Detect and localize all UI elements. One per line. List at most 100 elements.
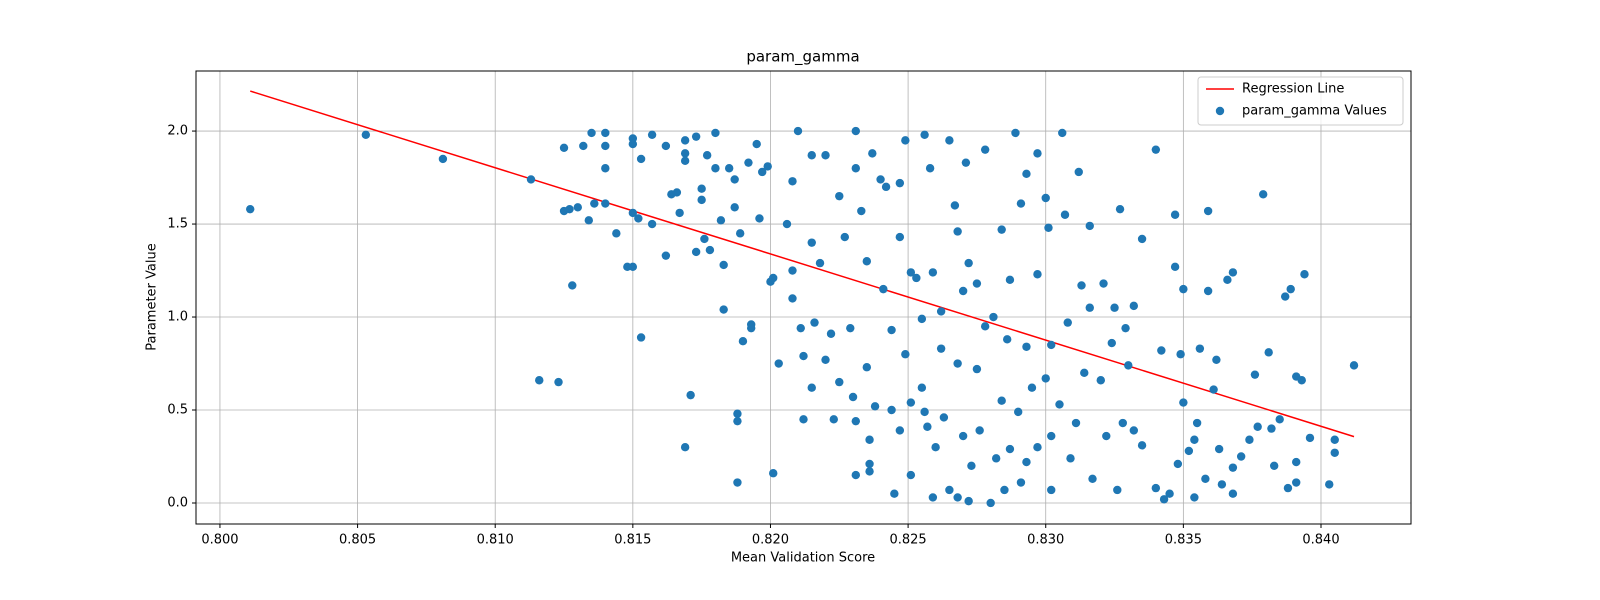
point: [939, 413, 949, 422]
point: [697, 195, 706, 205]
point: [584, 216, 593, 225]
point: [986, 498, 995, 508]
point: [1011, 128, 1020, 138]
point: [1209, 385, 1218, 394]
point: [1330, 435, 1339, 444]
point: [826, 329, 836, 338]
point: [862, 363, 872, 372]
point: [865, 467, 874, 476]
point: [1033, 149, 1042, 158]
point: [1300, 270, 1309, 279]
legend-box: [1197, 76, 1404, 126]
point: [1113, 485, 1122, 495]
point: [1071, 418, 1081, 428]
point: [1058, 128, 1067, 138]
point: [711, 164, 720, 173]
point: [661, 251, 671, 260]
point: [1022, 457, 1031, 467]
point: [870, 402, 880, 411]
y-tick-label: 2.0: [167, 124, 188, 139]
x-tick-label: 0.830: [1027, 533, 1064, 548]
point: [1060, 210, 1070, 219]
x-tick-label: 0.810: [477, 533, 514, 548]
point: [559, 143, 569, 153]
point: [793, 126, 803, 136]
point: [361, 130, 371, 139]
legend: Regression Line param_gamma Values: [1197, 76, 1404, 126]
point: [945, 136, 954, 145]
point: [1063, 318, 1072, 327]
point: [601, 128, 610, 138]
point: [1170, 262, 1180, 272]
point: [989, 312, 998, 322]
point: [438, 154, 448, 164]
point: [1110, 303, 1119, 312]
point: [895, 426, 905, 435]
point: [590, 199, 599, 208]
point: [901, 350, 910, 359]
point: [1253, 422, 1262, 431]
point: [1297, 376, 1306, 385]
point: [647, 219, 657, 229]
point: [895, 232, 905, 242]
point: [865, 459, 874, 469]
y-tick-label: 1.5: [167, 217, 188, 232]
point: [1005, 275, 1015, 285]
point: [1005, 444, 1015, 454]
point: [661, 141, 671, 151]
point: [647, 130, 657, 139]
point: [733, 409, 742, 418]
point: [1044, 223, 1053, 232]
legend-label: param_gamma Values: [1242, 104, 1387, 119]
point: [925, 164, 935, 173]
point: [1292, 478, 1301, 487]
point: [1201, 474, 1210, 484]
point: [1137, 441, 1147, 450]
point: [887, 325, 896, 335]
x-tick-label: 0.825: [889, 533, 926, 548]
point: [953, 359, 962, 368]
point: [931, 442, 940, 452]
point: [1170, 210, 1180, 219]
point: [1077, 281, 1086, 290]
point: [1330, 448, 1339, 457]
point: [807, 383, 816, 392]
point: [755, 214, 764, 223]
point: [879, 284, 888, 294]
point: [733, 478, 742, 487]
point: [1184, 446, 1194, 456]
point: [1085, 221, 1094, 231]
point: [846, 323, 855, 333]
point: [997, 396, 1006, 405]
point: [680, 442, 690, 452]
point: [906, 268, 916, 277]
legend-label: Regression Line: [1242, 82, 1344, 97]
point: [928, 268, 938, 277]
point: [906, 398, 916, 407]
point: [1305, 433, 1315, 443]
point: [1151, 145, 1161, 154]
point: [1099, 279, 1108, 288]
point: [972, 364, 982, 374]
point: [1055, 400, 1064, 409]
point: [997, 225, 1006, 234]
point: [636, 333, 646, 342]
point: [1129, 426, 1139, 435]
point: [980, 145, 990, 154]
point: [1047, 340, 1056, 350]
point: [769, 469, 778, 478]
point: [680, 149, 690, 158]
point: [711, 128, 720, 138]
point: [744, 158, 753, 167]
point: [691, 247, 701, 257]
point: [906, 470, 916, 480]
point: [1096, 376, 1105, 385]
point: [1027, 383, 1037, 392]
point: [1047, 431, 1056, 441]
point: [1258, 190, 1268, 199]
point: [964, 258, 973, 268]
point: [975, 426, 984, 435]
point: [961, 158, 971, 167]
point: [815, 258, 825, 268]
point: [1047, 485, 1056, 495]
